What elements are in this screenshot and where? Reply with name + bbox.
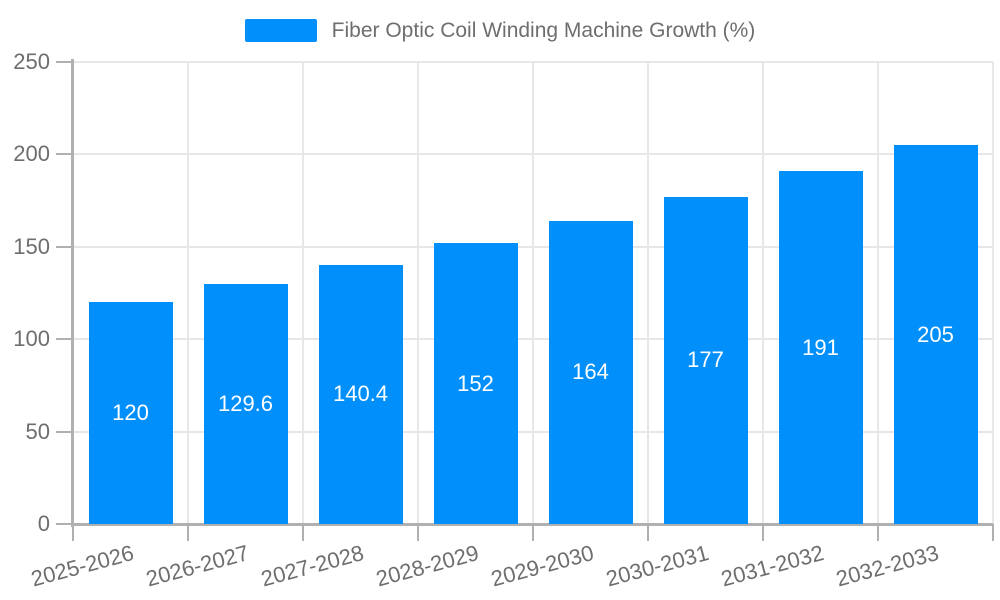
y-axis-tick [56,153,73,156]
bar[interactable] [548,220,633,524]
x-axis-category-label: 2031-2032 [718,540,827,592]
legend-item[interactable]: Fiber Optic Coil Winding Machine Growth … [0,12,1000,48]
x-axis-tick [187,524,189,541]
x-axis-category-label: 2028-2029 [373,540,482,592]
y-axis-tick [56,430,73,433]
x-gridline [877,62,879,524]
legend-swatch-icon [244,18,317,42]
bar[interactable] [893,145,978,524]
y-axis-tick-label: 0 [37,511,50,536]
x-gridline [647,62,649,524]
bar[interactable] [663,196,748,524]
x-axis-tick [417,524,419,541]
x-axis-category-label: 2029-2030 [488,540,597,592]
x-axis-category-label: 2026-2027 [143,540,252,592]
y-axis-tick-label: 50 [25,418,50,444]
bar-value-label: 120 [112,400,149,426]
bar-value-label: 140.4 [332,381,389,407]
bar-value-label: 177 [687,347,724,373]
y-axis-tick-label: 200 [13,141,50,167]
x-axis-tick [532,524,534,541]
x-axis-category-label: 2030-2031 [603,540,712,592]
y-axis-tick [56,61,73,63]
y-axis-tick [56,245,73,248]
x-gridline [302,62,304,524]
legend-label: Fiber Optic Coil Winding Machine Growth … [331,18,756,42]
bar[interactable] [203,284,288,524]
x-axis-tick [762,524,764,541]
y-axis-line [71,59,74,527]
x-gridline [417,62,419,524]
bar-value-label: 205 [917,321,954,347]
x-axis-category-label: 2025-2026 [28,540,137,592]
y-axis-tick-label: 100 [13,326,50,352]
bar[interactable] [318,264,403,524]
x-gridline [762,62,764,524]
y-axis-tick-label: 250 [13,49,50,74]
y-axis-tick-label: 150 [13,233,50,259]
x-axis-tick [302,524,304,541]
x-axis-tick [992,524,994,541]
bar[interactable] [433,243,518,524]
x-axis-line [71,523,993,526]
x-axis-category-label: 2032-2033 [833,540,942,592]
x-axis-tick [647,524,649,541]
y-axis-tick [56,338,73,341]
bar[interactable] [88,302,173,524]
x-axis-tick [72,524,74,541]
bar[interactable] [778,171,863,524]
bar-value-label: 129.6 [217,391,274,417]
x-gridline [532,62,534,524]
bar-value-label: 191 [802,334,839,360]
bar-value-label: 164 [572,359,609,385]
x-axis-tick [877,524,879,541]
x-gridline [992,62,994,524]
bar-value-label: 152 [457,370,494,396]
x-axis-category-label: 2027-2028 [258,540,367,592]
y-axis-tick [56,523,73,525]
x-gridline [187,62,189,524]
